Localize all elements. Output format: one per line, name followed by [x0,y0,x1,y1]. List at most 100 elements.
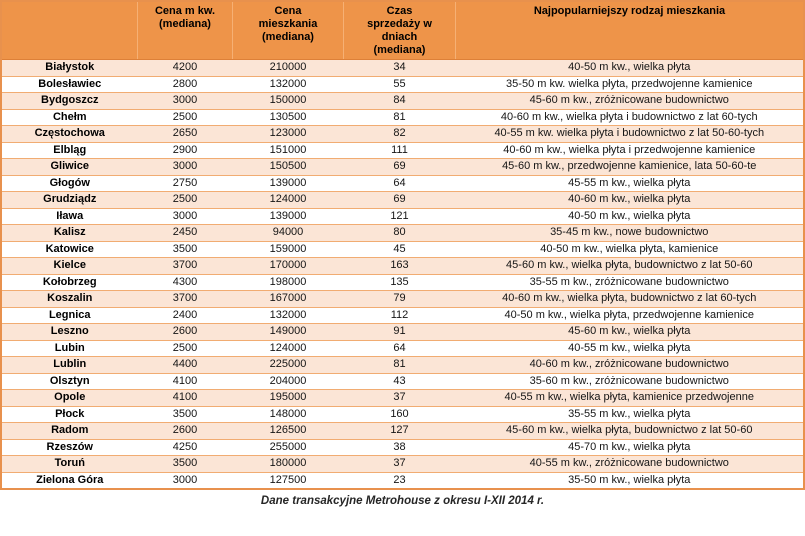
price-sqm-cell: 3500 [137,405,233,423]
price-flat-cell: 123000 [232,125,344,142]
price-flat-cell: 170000 [232,257,344,274]
days-cell: 111 [343,141,456,159]
table-row: Lublin 4400 225000 81 40-60 m kw., zróżnicow… [1,356,804,373]
days-cell: 112 [343,306,456,324]
column-header-price-sqm: Cena m kw. (mediana) [137,1,233,60]
price-sqm-cell: 4300 [137,273,233,291]
type-cell: 45-60 m kw., wielka płyta, budownictwo z… [455,422,804,439]
days-cell: 69 [343,191,456,208]
days-cell: 55 [343,75,456,93]
days-cell: 121 [343,207,456,225]
table-row: Gliwice 3000 150500 69 45-60 m kw., przedwoj… [1,158,804,175]
price-sqm-cell: 4400 [137,356,233,373]
table-row: Głogów 2750 139000 64 45-55 m kw., wielka pł… [1,174,804,192]
price-flat-cell: 167000 [232,290,344,307]
table-row: Opole 4100 195000 37 40-55 m kw., wielka pły… [1,389,804,406]
type-cell: 35-50 m kw., wielka płyta [455,471,804,489]
table-row: Grudziądz 2500 124000 69 40-60 m kw., wielka… [1,191,804,208]
city-cell: Białystok [1,59,138,76]
type-cell: 40-50 m kw., wielka płyta [455,207,804,225]
days-cell: 37 [343,389,456,406]
price-sqm-cell: 3500 [137,455,233,472]
table-row: Olsztyn 4100 204000 43 35-60 m kw., zróżnico… [1,372,804,390]
city-cell: Leszno [1,323,138,340]
days-cell: 64 [343,339,456,357]
price-flat-cell: 139000 [232,207,344,225]
city-cell: Kielce [1,257,138,274]
table-row: Białystok 4200 210000 34 40-50 m kw., wielka… [1,59,804,76]
days-cell: 80 [343,224,456,241]
city-cell: Lubin [1,339,138,357]
city-cell: Toruń [1,455,138,472]
price-flat-cell: 150500 [232,158,344,175]
type-cell: 40-50 m kw., wielka płyta [455,59,804,76]
table-row: Legnica 2400 132000 112 40-50 m kw., wielka … [1,306,804,324]
price-flat-cell: 225000 [232,356,344,373]
price-sqm-cell: 2900 [137,141,233,159]
city-cell: Bolesławiec [1,75,138,93]
price-sqm-cell: 2750 [137,174,233,192]
days-cell: 43 [343,372,456,390]
days-cell: 163 [343,257,456,274]
table-row: Lubin 2500 124000 64 40-55 m kw., wielka pły… [1,339,804,357]
city-cell: Radom [1,422,138,439]
type-cell: 45-60 m kw., wielka płyta [455,323,804,340]
price-flat-cell: 180000 [232,455,344,472]
type-cell: 45-55 m kw., wielka płyta [455,174,804,192]
price-flat-cell: 127500 [232,471,344,489]
price-sqm-cell: 2450 [137,224,233,241]
price-sqm-cell: 2600 [137,422,233,439]
city-cell: Olsztyn [1,372,138,390]
price-flat-cell: 149000 [232,323,344,340]
price-sqm-cell: 3700 [137,257,233,274]
price-flat-cell: 124000 [232,339,344,357]
price-flat-cell: 94000 [232,224,344,241]
price-flat-cell: 126500 [232,422,344,439]
price-sqm-cell: 4100 [137,389,233,406]
table-row: Kołobrzeg 4300 198000 135 35-55 m kw., zróżn… [1,273,804,291]
days-cell: 23 [343,471,456,489]
days-cell: 81 [343,356,456,373]
type-cell: 40-50 m kw., wielka płyta, kamienice [455,240,804,258]
table-row: Toruń 3500 180000 37 40-55 m kw., zróżnicowa… [1,455,804,472]
table-row: Katowice 3500 159000 45 40-50 m kw., wielka … [1,240,804,258]
price-flat-cell: 150000 [232,92,344,109]
city-cell: Głogów [1,174,138,192]
days-cell: 127 [343,422,456,439]
city-cell: Kołobrzeg [1,273,138,291]
city-cell: Rzeszów [1,438,138,456]
type-cell: 40-55 m kw., zróżnicowane budownictwo [455,455,804,472]
type-cell: 40-60 m kw., wielka płyta i przedwojenne… [455,141,804,159]
days-cell: 69 [343,158,456,175]
city-cell: Gliwice [1,158,138,175]
price-sqm-cell: 2800 [137,75,233,93]
price-sqm-cell: 3500 [137,240,233,258]
table-row: Bolesławiec 2800 132000 55 35-50 m kw. wielk… [1,75,804,93]
city-cell: Zielona Góra [1,471,138,489]
city-cell: Płock [1,405,138,423]
city-cell: Katowice [1,240,138,258]
type-cell: 40-60 m kw., wielka płyta i budownictwo … [455,108,804,126]
type-cell: 35-45 m kw., nowe budownictwo [455,224,804,241]
days-cell: 45 [343,240,456,258]
table-caption: Dane transakcyjne Metrohouse z okresu I-… [260,495,545,507]
type-cell: 40-60 m kw., wielka płyta [455,191,804,208]
days-cell: 81 [343,108,456,126]
price-flat-cell: 195000 [232,389,344,406]
city-cell: Lublin [1,356,138,373]
price-sqm-cell: 2400 [137,306,233,324]
days-cell: 34 [343,59,456,76]
type-cell: 40-50 m kw., wielka płyta, przedwojenne … [455,306,804,324]
days-cell: 160 [343,405,456,423]
price-sqm-cell: 4100 [137,372,233,390]
table-row: Elbląg 2900 151000 111 40-60 m kw., wielka p… [1,141,804,159]
housing-market-table: Cena m kw. (mediana) Cena mieszkania (med… [0,0,805,490]
table-row: Płock 3500 148000 160 35-55 m kw., wielka pł… [1,405,804,423]
type-cell: 45-60 m kw., przedwojenne kamienice, lat… [455,158,804,175]
type-cell: 35-50 m kw. wielka płyta, przedwojenne k… [455,75,804,93]
price-sqm-cell: 4200 [137,59,233,76]
price-sqm-cell: 3700 [137,290,233,307]
table-row: Częstochowa 2650 123000 82 40-55 m kw. wielk… [1,125,804,142]
table-header: Cena m kw. (mediana) Cena mieszkania (med… [1,1,804,60]
price-sqm-cell: 3000 [137,471,233,489]
